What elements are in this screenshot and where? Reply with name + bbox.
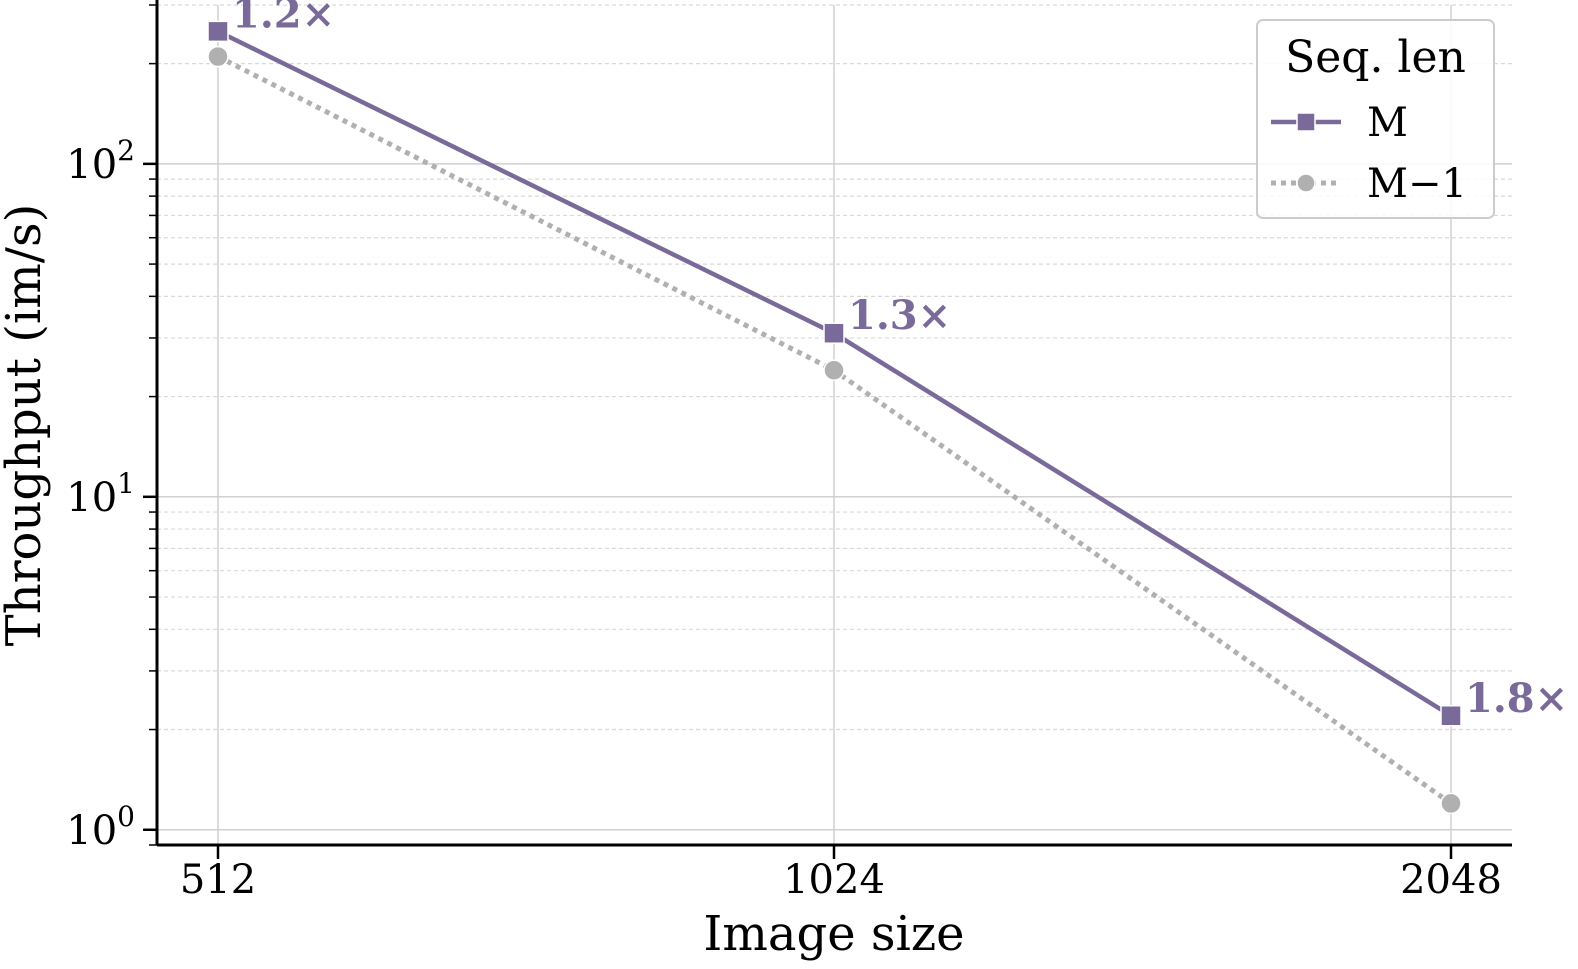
axes: 100 101 102 512 1024 2048: [66, 0, 1512, 903]
legend-marker-square: [1296, 112, 1316, 132]
y-axis-title: Throughput (im/s): [0, 204, 52, 647]
speedup-annotation: 1.2×: [232, 0, 335, 37]
speedup-annotation: 1.3×: [848, 292, 951, 339]
data-point-m-minus-1: [823, 359, 845, 381]
y-tick-label: 102: [66, 134, 135, 188]
y-tick-label: 100: [66, 800, 135, 854]
x-tick-label: 512: [180, 857, 256, 903]
speedup-annotation: 1.8×: [1465, 675, 1568, 722]
data-point-m: [1440, 705, 1462, 727]
data-point-m-minus-1: [207, 45, 229, 68]
legend-marker-circle: [1296, 173, 1316, 193]
legend-label: M: [1367, 100, 1408, 146]
legend-label: M−1: [1367, 161, 1467, 207]
legend-title: Seq. len: [1285, 32, 1466, 83]
y-tick-label: 101: [66, 467, 135, 521]
x-axis-title: Image size: [703, 906, 964, 962]
annotations: 1.2× 1.3× 1.8×: [232, 0, 1568, 722]
series: [207, 20, 1462, 815]
x-tick-label: 1024: [783, 857, 885, 903]
legend-box: [1256, 19, 1495, 219]
data-point-m: [823, 322, 845, 344]
data-point-m-minus-1: [1440, 792, 1462, 815]
legend: Seq. len M M−1: [1256, 19, 1495, 219]
x-tick-label: 2048: [1400, 857, 1502, 903]
data-point-m: [207, 20, 229, 43]
